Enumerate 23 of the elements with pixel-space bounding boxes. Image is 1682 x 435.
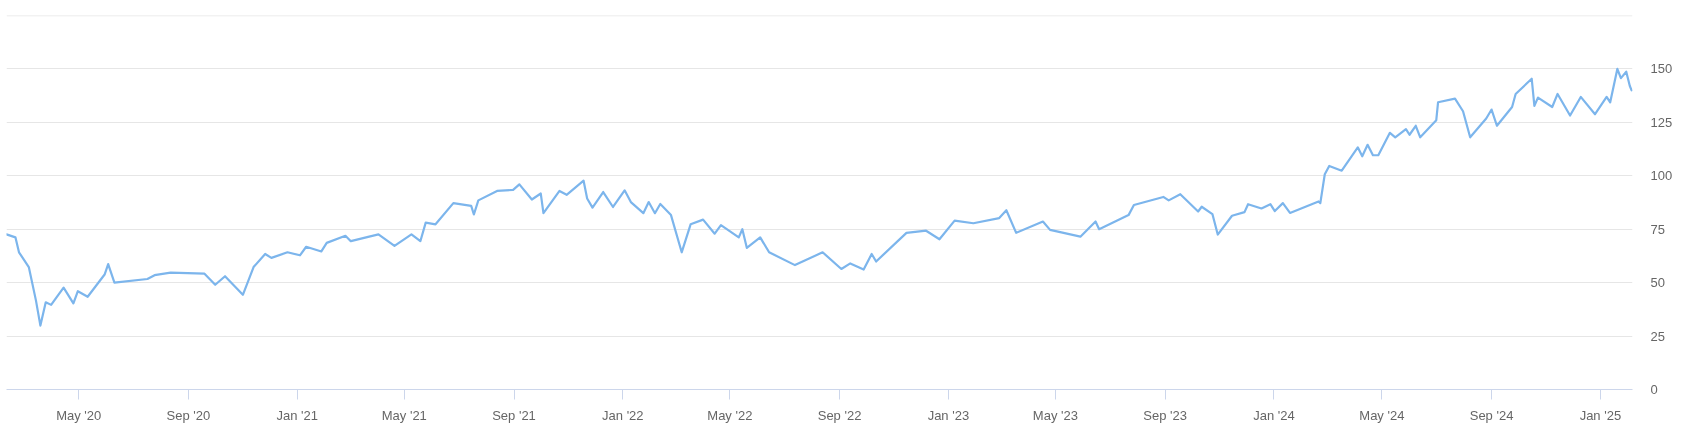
y-tick-label: 125 [1650,114,1673,130]
x-tick-label: May '23 [1032,407,1078,423]
x-tick-label: Jan '21 [276,407,319,423]
x-tick-label: Sep '22 [817,407,862,423]
x-tick-label: May '21 [381,407,427,423]
x-tick-label: Sep '23 [1143,407,1187,423]
y-tick-label: 25 [1650,328,1665,344]
y-tick-label: 75 [1650,221,1665,237]
y-tick-label: 100 [1650,168,1673,184]
y-tick-label: 50 [1650,275,1665,291]
x-tick-label: Jan '23 [927,407,970,423]
x-tick-label: Sep '20 [166,407,211,423]
x-tick-label: May '24 [1359,407,1405,423]
x-tick-label: Sep '24 [1469,407,1514,423]
y-tick-label: 0 [1650,382,1658,397]
x-tick-label: Jan '25 [1579,407,1622,423]
y-tick-label: 150 [1650,61,1673,77]
x-tick-label: Jan '24 [1253,407,1295,423]
x-tick-label: Sep '21 [492,407,536,423]
x-tick-label: May '22 [707,407,753,423]
line-series [6,67,1633,327]
x-tick-label: May '20 [56,407,102,423]
x-tick-label: Jan '22 [602,407,644,423]
